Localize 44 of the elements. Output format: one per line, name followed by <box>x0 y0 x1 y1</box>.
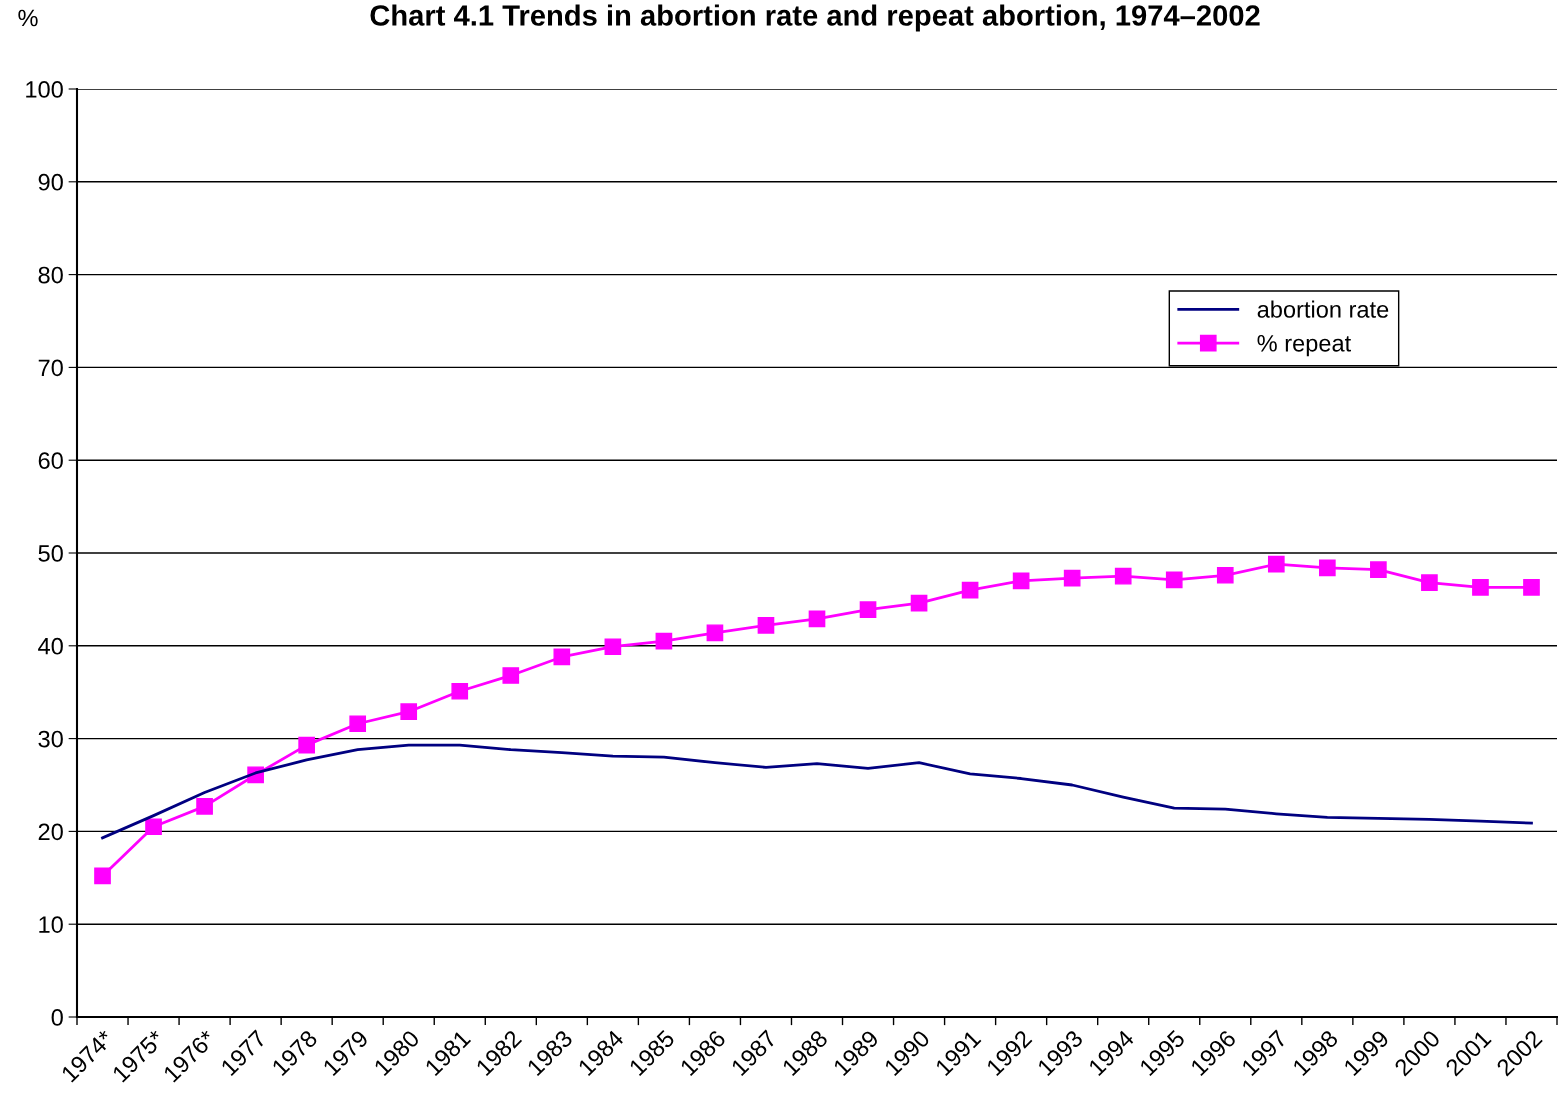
point <box>1421 574 1438 592</box>
point <box>298 736 315 754</box>
point <box>1472 579 1489 596</box>
point <box>1012 572 1030 590</box>
point <box>196 798 213 815</box>
chart-title: Chart 4.1 Trends in abortion rate and repeat abortion, 1974–2002 <box>370 4 1260 32</box>
y-axis-title: % <box>18 9 38 27</box>
y-tick-label: 30 <box>38 730 63 748</box>
point <box>1114 567 1132 585</box>
point <box>94 867 111 885</box>
point <box>1523 579 1540 596</box>
y-tick-label: 10 <box>39 916 63 933</box>
point <box>349 715 367 733</box>
y-tick-label: 70 <box>38 359 63 377</box>
point <box>1165 571 1183 589</box>
point <box>1267 555 1285 573</box>
point <box>910 594 928 612</box>
line-series <box>101 743 1533 840</box>
legend-label: abortion rate <box>1257 300 1389 318</box>
legend-label: % repeat <box>1257 335 1351 357</box>
point <box>1370 561 1387 579</box>
y-tick-label: 80 <box>38 266 63 284</box>
point <box>1216 566 1234 584</box>
point <box>502 667 520 684</box>
point <box>859 601 877 618</box>
point <box>553 648 571 666</box>
point <box>145 818 162 836</box>
point <box>757 617 775 634</box>
point <box>1063 569 1081 587</box>
point <box>451 682 469 700</box>
point <box>1319 559 1336 577</box>
y-tick-label: 90 <box>38 173 63 191</box>
y-tick-label: 20 <box>38 823 63 841</box>
point <box>604 638 622 656</box>
y-tick-label: 100 <box>26 81 63 98</box>
point <box>706 624 724 642</box>
y-tick-label: 50 <box>38 545 63 562</box>
y-tick-label: 60 <box>38 452 63 469</box>
point <box>961 581 979 599</box>
y-tick-label: 0 <box>51 1009 63 1026</box>
point <box>400 703 418 721</box>
point <box>655 632 673 650</box>
point <box>808 610 826 628</box>
y-tick-label: 40 <box>38 637 63 655</box>
